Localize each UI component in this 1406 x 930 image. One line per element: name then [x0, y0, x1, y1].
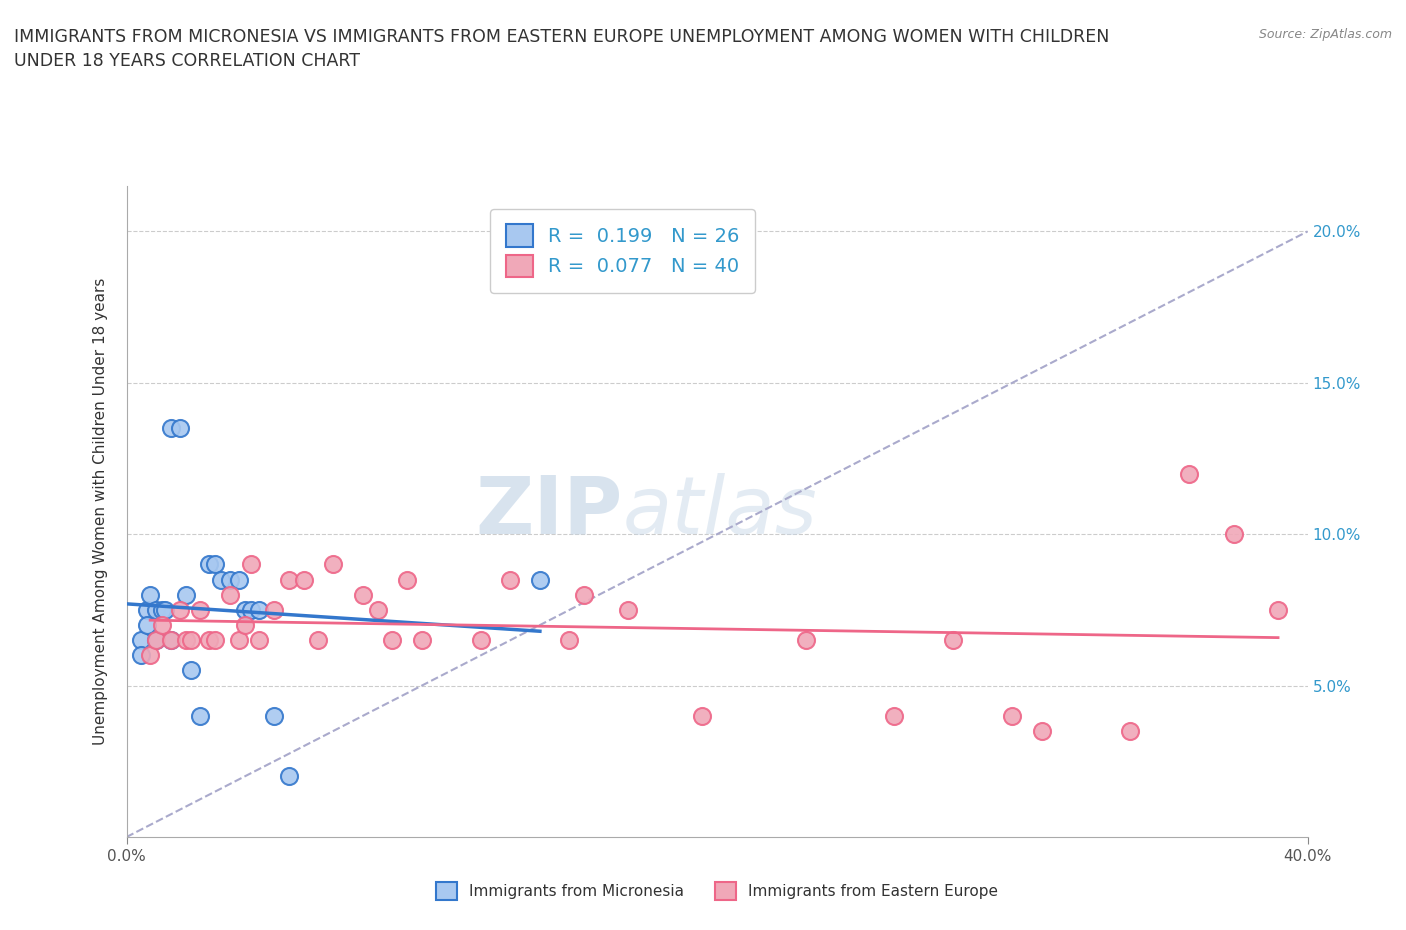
Point — [233, 603, 256, 618]
Point — [499, 572, 522, 587]
Point — [690, 709, 713, 724]
Point — [307, 632, 329, 647]
Legend: Immigrants from Micronesia, Immigrants from Eastern Europe: Immigrants from Micronesia, Immigrants f… — [427, 874, 1007, 908]
Point — [136, 618, 159, 632]
Point — [883, 709, 905, 724]
Y-axis label: Unemployment Among Women with Children Under 18 years: Unemployment Among Women with Children U… — [93, 278, 108, 745]
Point — [263, 603, 285, 618]
Point — [145, 632, 167, 647]
Point — [169, 603, 191, 618]
Point — [381, 632, 404, 647]
Point — [263, 709, 285, 724]
Point — [198, 557, 221, 572]
Text: IMMIGRANTS FROM MICRONESIA VS IMMIGRANTS FROM EASTERN EUROPE UNEMPLOYMENT AMONG : IMMIGRANTS FROM MICRONESIA VS IMMIGRANTS… — [14, 28, 1109, 70]
Text: atlas: atlas — [623, 472, 817, 551]
Point — [228, 572, 250, 587]
Point — [1119, 724, 1142, 738]
Point — [247, 603, 270, 618]
Point — [159, 632, 183, 647]
Point — [198, 632, 221, 647]
Point — [169, 420, 191, 435]
Point — [136, 603, 159, 618]
Point — [129, 648, 153, 663]
Point — [174, 588, 197, 603]
Point — [204, 632, 226, 647]
Point — [129, 632, 153, 647]
Point — [233, 618, 256, 632]
Point — [219, 588, 242, 603]
Point — [352, 588, 374, 603]
Point — [1031, 724, 1053, 738]
Point — [411, 632, 433, 647]
Point — [145, 603, 167, 618]
Point — [574, 588, 596, 603]
Point — [150, 603, 173, 618]
Text: ZIP: ZIP — [475, 472, 623, 551]
Point — [278, 572, 301, 587]
Point — [239, 603, 262, 618]
Point — [247, 632, 270, 647]
Point — [617, 603, 640, 618]
Point — [228, 632, 250, 647]
Point — [219, 572, 242, 587]
Point — [942, 632, 965, 647]
Point — [470, 632, 492, 647]
Point — [209, 572, 232, 587]
Point — [188, 603, 211, 618]
Point — [239, 557, 262, 572]
Point — [1222, 526, 1246, 541]
Point — [139, 648, 162, 663]
Point — [1178, 466, 1201, 481]
Point — [396, 572, 419, 587]
Point — [1267, 603, 1289, 618]
Point — [150, 618, 173, 632]
Point — [145, 632, 167, 647]
Point — [180, 632, 202, 647]
Point — [794, 632, 817, 647]
Point — [174, 632, 197, 647]
Point — [292, 572, 315, 587]
Point — [529, 572, 551, 587]
Point — [159, 632, 183, 647]
Point — [558, 632, 581, 647]
Point — [188, 709, 211, 724]
Point — [159, 420, 183, 435]
Point — [153, 603, 176, 618]
Point — [322, 557, 344, 572]
Point — [1001, 709, 1024, 724]
Point — [204, 557, 226, 572]
Point — [278, 769, 301, 784]
Text: Source: ZipAtlas.com: Source: ZipAtlas.com — [1258, 28, 1392, 41]
Point — [366, 603, 388, 618]
Point — [180, 663, 202, 678]
Point — [139, 588, 162, 603]
